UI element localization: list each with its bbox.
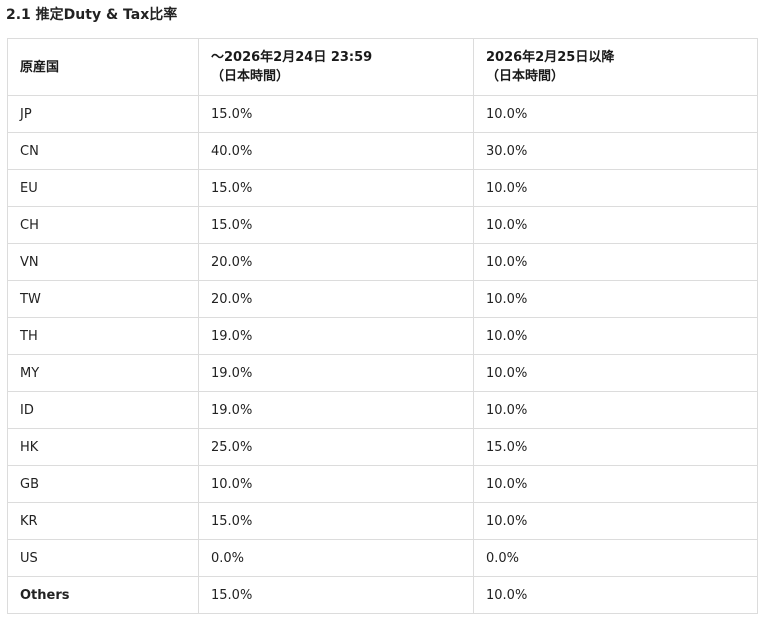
duty-tax-rate-table: 原産国 ～2026年2月24日 23:59 （日本時間） 2026年2月25日以… [7, 38, 758, 614]
rate-before-cell: 19.0% [198, 317, 474, 355]
table-row: GB 10.0% 10.0% [7, 465, 758, 503]
rate-after-cell: 0.0% [473, 539, 758, 577]
rate-before-cell: 15.0% [198, 95, 474, 133]
table-row: TH 19.0% 10.0% [7, 317, 758, 355]
country-cell: CN [7, 132, 199, 170]
table-header: 原産国 ～2026年2月24日 23:59 （日本時間） 2026年2月25日以… [7, 38, 758, 96]
header-rate-until-feb-24: ～2026年2月24日 23:59 （日本時間） [198, 38, 474, 96]
rate-before-cell: 15.0% [198, 169, 474, 207]
table-row: ID 19.0% 10.0% [7, 391, 758, 429]
country-cell: TW [7, 280, 199, 318]
rate-after-cell: 10.0% [473, 502, 758, 540]
table-row: TW 20.0% 10.0% [7, 280, 758, 318]
table-row: JP 15.0% 10.0% [7, 95, 758, 133]
rate-after-cell: 10.0% [473, 465, 758, 503]
rate-after-cell: 10.0% [473, 95, 758, 133]
rate-after-cell: 10.0% [473, 391, 758, 429]
country-cell: ID [7, 391, 199, 429]
header-rate-until-feb-24-line1: ～2026年2月24日 23:59 [211, 50, 373, 65]
rate-before-cell: 20.0% [198, 243, 474, 281]
table-row: KR 15.0% 10.0% [7, 502, 758, 540]
header-rate-from-feb-25-line2: （日本時間） [486, 69, 565, 84]
rate-before-cell: 0.0% [198, 539, 474, 577]
header-country-of-origin-label: 原産国 [20, 59, 60, 75]
country-cell: TH [7, 317, 199, 355]
rate-after-cell: 15.0% [473, 428, 758, 466]
table-row: CH 15.0% 10.0% [7, 206, 758, 244]
table-row: Others 15.0% 10.0% [7, 576, 758, 614]
rate-before-cell: 19.0% [198, 354, 474, 392]
header-country-of-origin: 原産国 [7, 38, 199, 96]
table-row: CN 40.0% 30.0% [7, 132, 758, 170]
table-row: MY 19.0% 10.0% [7, 354, 758, 392]
header-row: 原産国 ～2026年2月24日 23:59 （日本時間） 2026年2月25日以… [7, 38, 758, 96]
country-cell: JP [7, 95, 199, 133]
rate-before-cell: 40.0% [198, 132, 474, 170]
rate-before-cell: 10.0% [198, 465, 474, 503]
country-cell: MY [7, 354, 199, 392]
rate-after-cell: 10.0% [473, 280, 758, 318]
table-row: EU 15.0% 10.0% [7, 169, 758, 207]
header-rate-from-feb-25: 2026年2月25日以降 （日本時間） [473, 38, 758, 96]
rate-after-cell: 10.0% [473, 354, 758, 392]
header-rate-until-feb-24-line2: （日本時間） [211, 69, 290, 84]
rate-after-cell: 10.0% [473, 243, 758, 281]
country-cell: EU [7, 169, 199, 207]
country-cell: Others [7, 576, 199, 614]
rate-after-cell: 30.0% [473, 132, 758, 170]
rate-before-cell: 19.0% [198, 391, 474, 429]
header-rate-from-feb-25-line1: 2026年2月25日以降 [486, 50, 615, 65]
table-row: HK 25.0% 15.0% [7, 428, 758, 466]
country-cell: VN [7, 243, 199, 281]
rate-before-cell: 15.0% [198, 576, 474, 614]
table-row: VN 20.0% 10.0% [7, 243, 758, 281]
country-cell: CH [7, 206, 199, 244]
table-body: JP 15.0% 10.0% CN 40.0% 30.0% EU 15.0% 10.0% C… [7, 95, 758, 614]
rate-after-cell: 10.0% [473, 576, 758, 614]
rate-after-cell: 10.0% [473, 206, 758, 244]
rate-before-cell: 25.0% [198, 428, 474, 466]
rate-before-cell: 20.0% [198, 280, 474, 318]
country-cell: US [7, 539, 199, 577]
rate-before-cell: 15.0% [198, 206, 474, 244]
country-cell: HK [7, 428, 199, 466]
rate-after-cell: 10.0% [473, 169, 758, 207]
rate-before-cell: 15.0% [198, 502, 474, 540]
country-cell: KR [7, 502, 199, 540]
rate-after-cell: 10.0% [473, 317, 758, 355]
country-cell: GB [7, 465, 199, 503]
section-title: 2.1 推定Duty & Tax比率 [6, 7, 178, 23]
table-row: US 0.0% 0.0% [7, 539, 758, 577]
